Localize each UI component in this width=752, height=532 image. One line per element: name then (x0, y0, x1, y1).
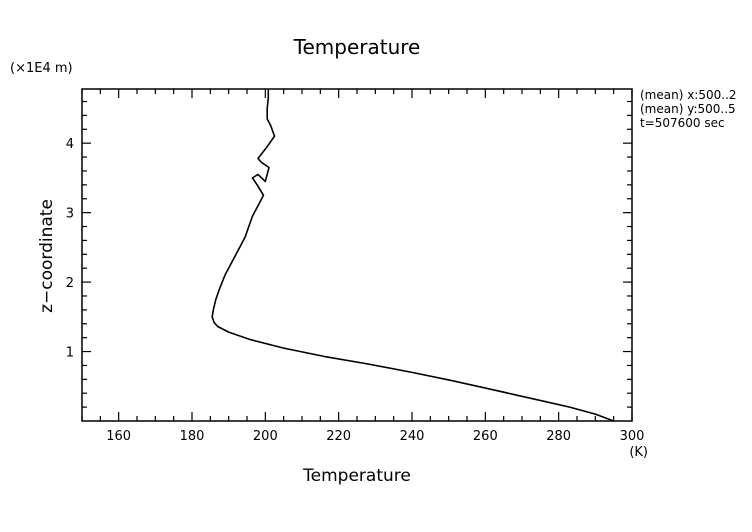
x-tick-label: 300 (620, 429, 645, 444)
x-tick-label: 260 (473, 429, 498, 444)
axis-tick-labels: 160 180 200 220 240 260 280 300 1 2 3 4 (66, 137, 645, 444)
y-tick-label: 4 (66, 137, 74, 152)
y-tick-label: 2 (66, 276, 74, 291)
temperature-line (211, 89, 614, 422)
y-tick-label: 3 (66, 207, 74, 222)
y-axis-label: z−coordinate (37, 199, 57, 313)
x-tick-label: 280 (546, 429, 571, 444)
y-axis-units: (×1E4 m) (10, 61, 73, 76)
chart-title: Temperature (293, 35, 421, 59)
annotation-time: t=507600 sec (640, 116, 725, 130)
x-axis-label: Temperature (302, 466, 411, 486)
x-tick-label: 180 (180, 429, 205, 444)
x-tick-label: 160 (106, 429, 131, 444)
annotation-mean-x: (mean) x:500..2 (640, 88, 737, 102)
x-tick-label: 220 (326, 429, 351, 444)
x-tick-label: 240 (400, 429, 425, 444)
axis-ticks (81, 89, 633, 421)
plot-frame (81, 88, 633, 422)
y-tick-label: 1 (66, 346, 74, 361)
annotation-mean-y: (mean) y:500..5 (640, 102, 736, 116)
x-axis-units: (K) (629, 445, 648, 460)
x-tick-label: 200 (253, 429, 278, 444)
